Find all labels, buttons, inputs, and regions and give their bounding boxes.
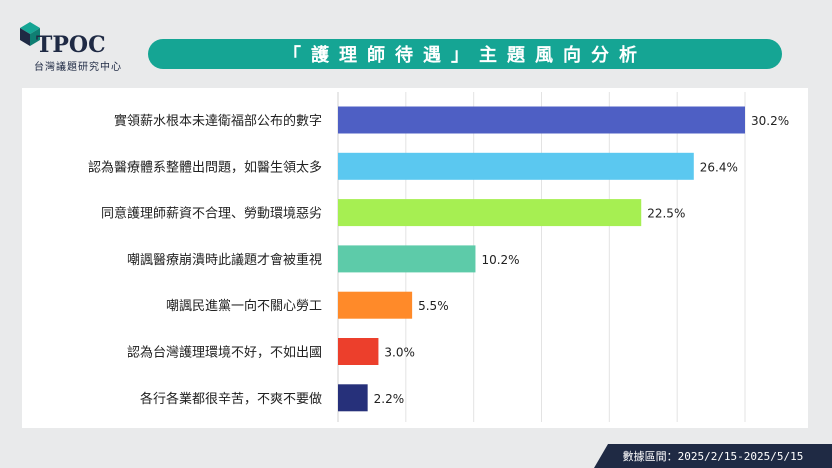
brand-logo: TPOC 台灣議題研究中心 [14, 14, 134, 73]
logo-mark-icon [20, 22, 40, 46]
logo-subtitle: 台灣議題研究中心 [34, 62, 122, 73]
bar-chart: 實領薪水根本未達衛福部公布的數字 30.2% 認為醫療體系整體出問題，如醫生領太多 2… [88, 92, 789, 422]
bar [338, 106, 745, 134]
value-label: 10.2% [481, 253, 519, 267]
logo-text: TPOC [36, 32, 106, 58]
page-title: 「護理師待遇」主題風向分析 [148, 39, 782, 69]
bar [338, 384, 368, 412]
category-label: 認為台灣護理環境不好，不如出國 [127, 345, 322, 361]
category-label: 同意護理師薪資不合理、勞動環境惡劣 [101, 206, 322, 222]
bar [338, 291, 413, 319]
value-label: 5.5% [418, 299, 449, 313]
category-label: 實領薪水根本未達衛福部公布的數字 [114, 113, 322, 129]
category-label: 認為醫療體系整體出問題，如醫生領太多 [88, 159, 322, 175]
bar [338, 199, 642, 227]
bar [338, 338, 379, 365]
value-label: 22.5% [647, 207, 685, 221]
value-label: 2.2% [374, 392, 405, 406]
category-label: 嘲諷醫療崩潰時此議題才會被重視 [127, 252, 322, 268]
category-label: 嘲諷民進黨一向不關心勞工 [166, 298, 322, 314]
value-label: 3.0% [384, 346, 415, 360]
chart-panel: 實領薪水根本未達衛福部公布的數字 30.2% 認為醫療體系整體出問題，如醫生領太多 2… [22, 88, 808, 428]
value-label: 26.4% [700, 160, 738, 174]
value-label: 30.2% [751, 114, 789, 128]
bar [338, 152, 694, 180]
category-label: 各行各業都很辛苦，不爽不要做 [140, 391, 322, 407]
data-range-footer: 數據區間：2025/2/15-2025/5/15 [594, 444, 832, 468]
bar [338, 245, 476, 273]
